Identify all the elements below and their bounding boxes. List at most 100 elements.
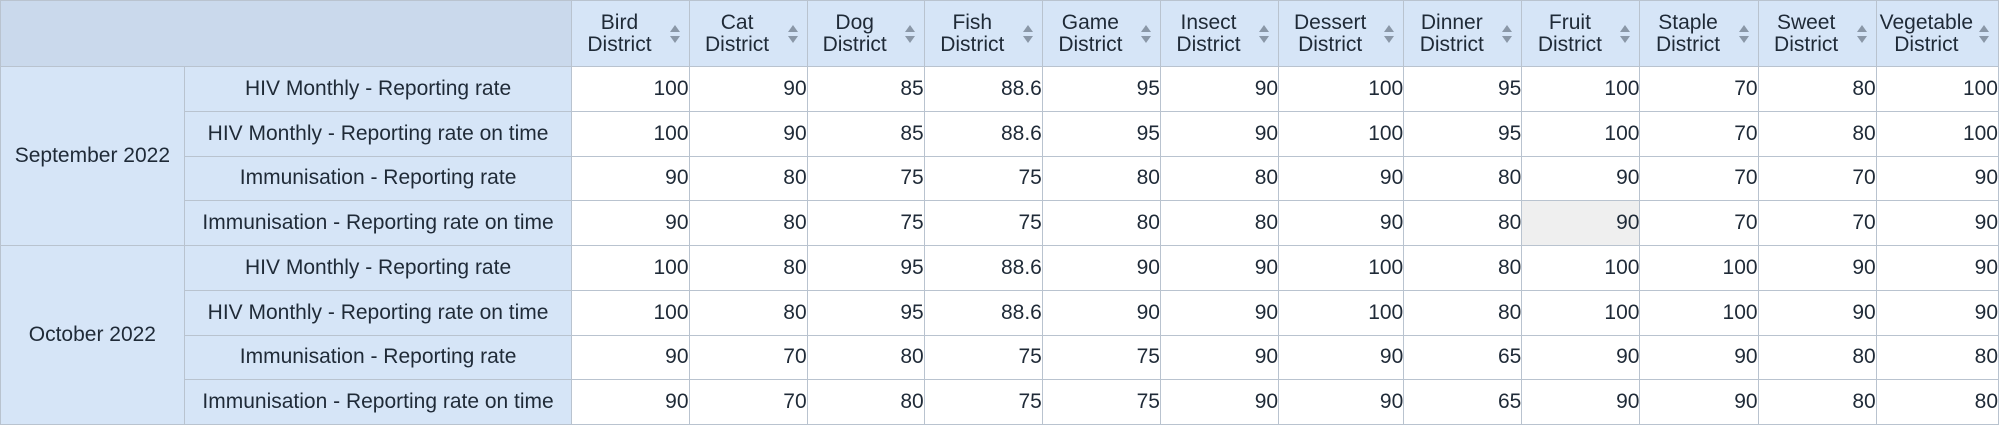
value-cell[interactable]: 90 — [1639, 334, 1759, 381]
value-cell[interactable]: 95 — [1403, 110, 1523, 157]
value-cell[interactable]: 90 — [1521, 334, 1641, 381]
value-cell[interactable]: 95 — [806, 245, 925, 291]
value-cell[interactable]: 70 — [688, 334, 808, 381]
value-cell[interactable]: 100 — [1278, 289, 1405, 336]
value-cell[interactable]: 90 — [1278, 379, 1405, 425]
value-cell[interactable]: 100 — [1521, 66, 1641, 112]
sort-icon[interactable] — [1856, 24, 1868, 44]
value-cell[interactable]: 80 — [1757, 66, 1877, 112]
value-cell[interactable]: 90 — [1521, 379, 1641, 425]
value-cell[interactable]: 90 — [1159, 334, 1280, 381]
column-header-dinner[interactable]: Dinner District — [1403, 0, 1523, 67]
column-header-fruit[interactable]: Fruit District — [1521, 0, 1641, 67]
value-cell[interactable]: 80 — [1041, 200, 1161, 246]
value-cell[interactable]: 80 — [806, 334, 925, 381]
value-cell[interactable]: 100 — [571, 66, 690, 112]
value-cell[interactable]: 90 — [1278, 334, 1405, 381]
value-cell[interactable]: 100 — [571, 289, 690, 336]
value-cell[interactable]: 80 — [688, 155, 808, 202]
value-cell[interactable]: 88.6 — [923, 66, 1043, 112]
value-cell[interactable]: 90 — [1159, 379, 1280, 425]
value-cell[interactable]: 70 — [688, 379, 808, 425]
value-cell[interactable]: 90 — [1875, 245, 1999, 291]
column-header-game[interactable]: Game District — [1041, 0, 1161, 67]
value-cell[interactable]: 80 — [1757, 379, 1877, 425]
value-cell[interactable]: 90 — [1639, 379, 1759, 425]
value-cell[interactable]: 90 — [571, 155, 690, 202]
column-header-staple[interactable]: Staple District — [1639, 0, 1759, 67]
column-header-fish[interactable]: Fish District — [923, 0, 1043, 67]
sort-icon[interactable] — [1258, 24, 1270, 44]
value-cell[interactable]: 80 — [688, 245, 808, 291]
value-cell[interactable]: 100 — [1521, 289, 1641, 336]
value-cell[interactable]: 95 — [806, 289, 925, 336]
sort-icon[interactable] — [1738, 24, 1750, 44]
column-header-bird[interactable]: Bird District — [571, 0, 690, 67]
value-cell[interactable]: 100 — [1521, 110, 1641, 157]
value-cell[interactable]: 75 — [806, 155, 925, 202]
value-cell[interactable]: 80 — [1403, 289, 1523, 336]
value-cell[interactable]: 70 — [1639, 66, 1759, 112]
value-cell[interactable]: 95 — [1041, 110, 1161, 157]
sort-icon[interactable] — [1501, 24, 1513, 44]
value-cell[interactable]: 80 — [1875, 379, 1999, 425]
value-cell[interactable]: 80 — [806, 379, 925, 425]
value-cell[interactable]: 90 — [1041, 289, 1161, 336]
value-cell[interactable]: 70 — [1639, 155, 1759, 202]
value-cell[interactable]: 80 — [1757, 334, 1877, 381]
value-cell[interactable]: 80 — [1875, 334, 1999, 381]
value-cell[interactable]: 90 — [1875, 200, 1999, 246]
value-cell[interactable]: 70 — [1639, 200, 1759, 246]
value-cell[interactable]: 100 — [1521, 245, 1641, 291]
sort-icon[interactable] — [1619, 24, 1631, 44]
value-cell[interactable]: 95 — [1041, 66, 1161, 112]
value-cell[interactable]: 80 — [1403, 200, 1523, 246]
value-cell[interactable]: 75 — [923, 334, 1043, 381]
value-cell[interactable]: 100 — [1639, 245, 1759, 291]
value-cell[interactable]: 75 — [1041, 334, 1161, 381]
value-cell[interactable]: 80 — [1403, 155, 1523, 202]
column-header-insect[interactable]: Insect District — [1159, 0, 1280, 67]
value-cell[interactable]: 90 — [1159, 289, 1280, 336]
value-cell[interactable]: 90 — [1278, 200, 1405, 246]
sort-icon[interactable] — [787, 24, 799, 44]
value-cell[interactable]: 85 — [806, 110, 925, 157]
value-cell[interactable]: 90 — [1875, 155, 1999, 202]
sort-icon[interactable] — [1978, 24, 1990, 44]
value-cell[interactable]: 75 — [923, 200, 1043, 246]
value-cell[interactable]: 70 — [1757, 200, 1877, 246]
value-cell[interactable]: 80 — [1159, 155, 1280, 202]
value-cell[interactable]: 100 — [1278, 110, 1405, 157]
value-cell[interactable]: 88.6 — [923, 110, 1043, 157]
value-cell[interactable]: 95 — [1403, 66, 1523, 112]
value-cell[interactable]: 90 — [1521, 200, 1641, 246]
sort-icon[interactable] — [904, 24, 916, 44]
column-header-sweet[interactable]: Sweet District — [1757, 0, 1877, 67]
value-cell[interactable]: 70 — [1757, 155, 1877, 202]
column-header-vegetable[interactable]: Vegetable District — [1875, 0, 1999, 67]
value-cell[interactable]: 80 — [1041, 155, 1161, 202]
value-cell[interactable]: 80 — [688, 289, 808, 336]
value-cell[interactable]: 90 — [571, 200, 690, 246]
value-cell[interactable]: 90 — [571, 334, 690, 381]
value-cell[interactable]: 100 — [1875, 66, 1999, 112]
value-cell[interactable]: 88.6 — [923, 245, 1043, 291]
value-cell[interactable]: 90 — [1159, 66, 1280, 112]
value-cell[interactable]: 75 — [806, 200, 925, 246]
column-header-cat[interactable]: Cat District — [688, 0, 808, 67]
value-cell[interactable]: 90 — [1278, 155, 1405, 202]
sort-icon[interactable] — [1140, 24, 1152, 44]
value-cell[interactable]: 75 — [923, 155, 1043, 202]
value-cell[interactable]: 100 — [571, 245, 690, 291]
value-cell[interactable]: 100 — [571, 110, 690, 157]
value-cell[interactable]: 90 — [1875, 289, 1999, 336]
value-cell[interactable]: 80 — [1403, 245, 1523, 291]
value-cell[interactable]: 90 — [1757, 289, 1877, 336]
value-cell[interactable]: 65 — [1403, 379, 1523, 425]
value-cell[interactable]: 90 — [688, 110, 808, 157]
value-cell[interactable]: 90 — [1159, 245, 1280, 291]
value-cell[interactable]: 100 — [1278, 245, 1405, 291]
sort-icon[interactable] — [669, 24, 681, 44]
value-cell[interactable]: 80 — [688, 200, 808, 246]
value-cell[interactable]: 90 — [1159, 110, 1280, 157]
